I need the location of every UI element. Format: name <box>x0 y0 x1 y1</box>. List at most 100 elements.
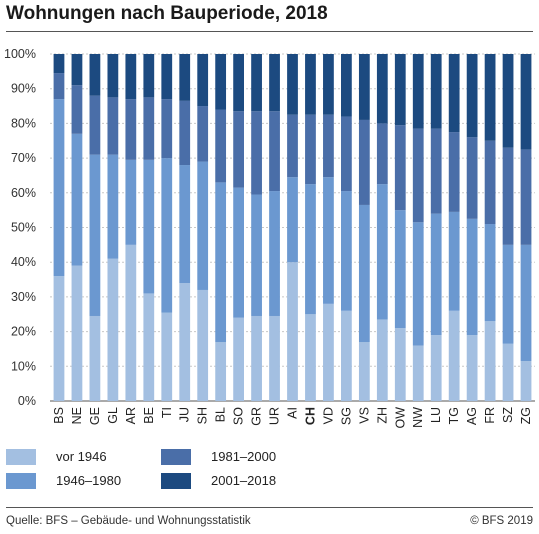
bar-segment-ar <box>125 244 137 401</box>
x-tick-label: GE <box>88 407 102 425</box>
bar-segment-gl <box>107 258 119 401</box>
bar-segment-so <box>233 54 244 112</box>
bar-segment-vs <box>358 204 370 343</box>
x-tick-label: AI <box>286 407 300 419</box>
legend-swatch <box>6 449 36 465</box>
x-tick-label: SH <box>196 407 210 424</box>
bar-segment-bs <box>53 276 65 401</box>
bar-segment-lu <box>430 335 442 401</box>
bar-segment-ti <box>161 99 173 159</box>
bar-segment-sg <box>341 310 352 401</box>
bar-segment-ow <box>394 328 406 401</box>
bar-segment-ju <box>179 100 191 166</box>
bar-segment-ne <box>71 85 83 134</box>
x-tick-label: AG <box>465 407 479 425</box>
x-tick-label: ZG <box>519 407 533 424</box>
bar-segment-sg <box>341 116 352 192</box>
bar-segment-ow <box>394 54 406 126</box>
bar-segment-ar <box>125 159 137 245</box>
bar-segment-ti <box>161 54 173 100</box>
bar-segment-gl <box>107 54 119 98</box>
x-tick-label: AR <box>124 407 138 424</box>
bar-segment-ch <box>305 184 316 315</box>
bar-segment-zg <box>520 54 532 150</box>
x-tick-label: GR <box>250 407 264 426</box>
legend-swatch <box>6 473 36 489</box>
x-tick-label: TI <box>160 407 174 418</box>
bar-segment-gr <box>251 194 262 316</box>
legend-item-2001-2018: 2001–2018 <box>161 473 311 489</box>
legend-label: 2001–2018 <box>211 473 277 488</box>
bar-segment-ow <box>394 210 406 329</box>
y-axis-ticks: 0% 10% 20% 30% 40% 50% 60% 70% 80% 90% 100% <box>4 47 36 408</box>
x-tick-label: LU <box>429 407 443 423</box>
bar-segment-lu <box>430 213 442 336</box>
x-tick-label: SZ <box>501 407 515 423</box>
bars <box>53 54 532 401</box>
bar-segment-so <box>233 317 244 401</box>
bar-segment-ai <box>287 177 298 263</box>
bar-segment-bl <box>215 342 227 401</box>
bar-segment-zg <box>520 149 532 245</box>
y-tick-label: 40% <box>11 255 36 269</box>
bar-segment-nw <box>412 54 424 129</box>
bar-segment-be <box>143 293 155 401</box>
x-tick-label: CH <box>303 407 317 425</box>
bar-segment-ge <box>89 315 101 401</box>
x-tick-label: NW <box>411 407 425 428</box>
bar-segment-fr <box>484 140 496 225</box>
bar-segment-ch <box>305 114 316 185</box>
x-tick-label: BL <box>214 407 228 422</box>
bar-segment-ai <box>287 114 298 178</box>
y-tick-label: 20% <box>11 325 36 339</box>
bar-segment-sz <box>502 244 514 344</box>
y-tick-label: 100% <box>4 47 36 61</box>
bar-segment-vd <box>323 303 334 401</box>
y-tick-label: 30% <box>11 290 36 304</box>
bar-segment-ne <box>71 54 83 86</box>
copyright-note: © BFS 2019 <box>470 515 533 527</box>
bar-segment-vs <box>358 342 370 401</box>
bar-segment-sg <box>341 54 352 117</box>
bar-segment-be <box>143 97 155 160</box>
bar-segment-bl <box>215 109 227 183</box>
x-tick-label: TG <box>447 407 461 424</box>
bar-segment-ag <box>466 54 478 138</box>
legend-label: 1946–1980 <box>56 473 122 488</box>
bar-segment-ch <box>305 54 316 115</box>
bar-segment-fr <box>484 321 496 401</box>
bar-segment-ju <box>179 54 191 101</box>
x-tick-label: FR <box>483 407 497 424</box>
bar-segment-vd <box>323 177 334 304</box>
x-tick-label: BE <box>142 407 156 424</box>
bar-segment-ch <box>305 314 316 401</box>
footer-divider <box>6 507 533 508</box>
bar-segment-gl <box>107 97 119 155</box>
title-divider <box>6 31 533 32</box>
bar-segment-gl <box>107 154 119 259</box>
bar-segment-fr <box>484 54 496 141</box>
bar-segment-nw <box>412 128 424 223</box>
bar-segment-sh <box>197 161 209 290</box>
legend-item-1981-2000: 1981–2000 <box>161 449 311 465</box>
y-tick-label: 60% <box>11 186 36 200</box>
y-tick-label: 10% <box>11 359 36 373</box>
bar-segment-bl <box>215 54 227 110</box>
bar-segment-bs <box>53 54 65 74</box>
x-tick-label: VD <box>321 407 335 424</box>
legend-item-1946-1980: 1946–1980 <box>6 473 156 489</box>
bar-segment-vs <box>358 54 370 120</box>
y-tick-label: 50% <box>11 221 36 235</box>
bar-segment-ai <box>287 262 298 401</box>
x-tick-label: SO <box>232 407 246 425</box>
bar-segment-be <box>143 54 155 98</box>
legend-swatch <box>161 449 191 465</box>
bar-segment-ge <box>89 95 101 155</box>
source-note: Quelle: BFS – Gebäude- und Wohnungsstati… <box>6 515 251 527</box>
bar-segment-gr <box>251 315 262 401</box>
bar-segment-sg <box>341 191 352 311</box>
x-tick-label: ZH <box>375 407 389 424</box>
bar-segment-sz <box>502 343 514 401</box>
bar-segment-zh <box>376 184 388 320</box>
bar-segment-tg <box>448 310 460 401</box>
